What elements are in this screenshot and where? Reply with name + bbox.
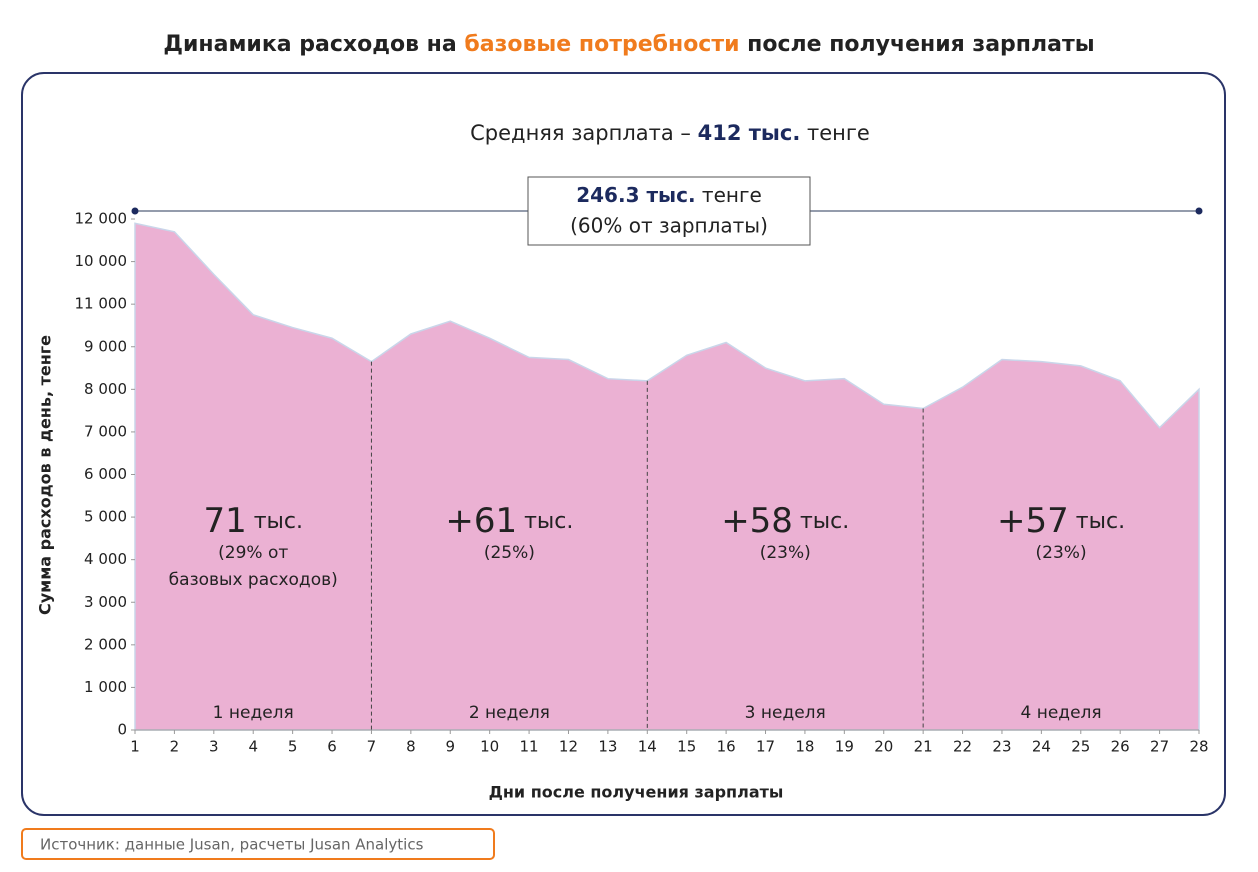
source-box: [21, 828, 495, 860]
week-total-value: 71: [203, 501, 246, 541]
week-share: (25%): [484, 543, 535, 563]
week-label: 3 неделя: [745, 703, 826, 723]
x-axis-label: Дни после получения зарплаты: [489, 783, 784, 802]
title-part: базовые потребности: [464, 32, 739, 57]
x-tick-label: 11: [520, 738, 539, 756]
week-total: +61 тыс.: [445, 501, 573, 541]
week-label: 4 неделя: [1021, 703, 1102, 723]
week-total-value: +58: [721, 501, 793, 541]
week-share: (23%): [760, 543, 811, 563]
x-tick-label: 28: [1189, 738, 1208, 756]
x-tick-label: 21: [914, 738, 933, 756]
x-tick-label: 16: [717, 738, 736, 756]
subtitle-part: Средняя зарплата –: [470, 121, 697, 145]
x-tick-label: 10: [480, 738, 499, 756]
week-label: 2 неделя: [469, 703, 550, 723]
x-tick-label: 1: [130, 738, 140, 756]
y-tick-label: 10 000: [75, 252, 128, 270]
y-tick-label: 5 000: [84, 508, 127, 526]
week-total-unit: тыс.: [1069, 509, 1125, 534]
bracket-dot: [1195, 207, 1203, 215]
x-tick-label: 7: [367, 738, 377, 756]
y-tick-label: 6 000: [84, 465, 127, 483]
callout-unit: тенге: [696, 183, 762, 207]
subtitle: Средняя зарплата – 412 тыс. тенге: [470, 121, 870, 145]
source: Источник: данные Jusan, расчеты Jusan An…: [40, 836, 424, 854]
x-tick-label: 27: [1150, 738, 1169, 756]
x-tick-label: 13: [598, 738, 617, 756]
x-tick-label: 25: [1071, 738, 1090, 756]
x-tick-label: 26: [1111, 738, 1130, 756]
y-tick-label: 7 000: [84, 422, 127, 440]
title-part: Динамика расходов на: [163, 32, 464, 57]
x-tick-label: 19: [835, 738, 854, 756]
week-total: 71 тыс.: [203, 501, 303, 541]
week-total-unit: тыс.: [793, 509, 849, 534]
x-tick-label: 15: [677, 738, 696, 756]
x-tick-label: 3: [209, 738, 219, 756]
week-total-value: +61: [445, 501, 517, 541]
week-total: +57 тыс.: [997, 501, 1125, 541]
callout-value: 246.3 тыс.: [576, 183, 695, 207]
x-tick-label: 23: [992, 738, 1011, 756]
x-tick-label: 24: [1032, 738, 1051, 756]
x-tick-label: 2: [170, 738, 180, 756]
x-tick-label: 4: [248, 738, 258, 756]
y-tick-label: 4 000: [84, 550, 127, 568]
week-total-unit: тыс.: [517, 509, 573, 534]
week-total-unit: тыс.: [247, 509, 303, 534]
card: [21, 72, 1226, 816]
week-share: (29% от: [218, 543, 288, 563]
subtitle-part: 412 тыс.: [698, 121, 801, 145]
area: [134, 222, 1200, 731]
y-tick-label: 3 000: [84, 593, 127, 611]
x-tick-label: 5: [288, 738, 298, 756]
x-tick-label: 17: [756, 738, 775, 756]
bracket-dot: [131, 207, 139, 215]
x-tick-label: 6: [327, 738, 337, 756]
week-share: базовых расходов): [169, 570, 338, 590]
y-tick-label: 2 000: [84, 635, 127, 653]
x-tick-label: 20: [874, 738, 893, 756]
week-share: (23%): [1036, 543, 1087, 563]
y-tick-label: 12 000: [75, 210, 128, 228]
week-total: +58 тыс.: [721, 501, 849, 541]
y-tick-label: 9 000: [84, 337, 127, 355]
x-tick-label: 14: [638, 738, 657, 756]
x-tick-label: 12: [559, 738, 578, 756]
week-total-value: +57: [997, 501, 1069, 541]
y-tick-label: 1 000: [84, 678, 127, 696]
x-tick-label: 9: [445, 738, 455, 756]
y-tick-label: 11 000: [75, 295, 128, 313]
callout-share: (60% от зарплаты): [570, 214, 768, 238]
y-tick-label: 8 000: [84, 380, 127, 398]
chart-title: Динамика расходов на базовые потребности…: [163, 32, 1094, 57]
y-axis-label: Сумма расходов в день, тенге: [36, 335, 55, 615]
subtitle-part: тенге: [800, 121, 870, 145]
x-tick-label: 22: [953, 738, 972, 756]
y-tick-label: 0: [117, 721, 127, 739]
x-tick-label: 18: [795, 738, 814, 756]
title-part: после получения зарплаты: [740, 32, 1095, 57]
x-tick-label: 8: [406, 738, 416, 756]
callout-box: [527, 176, 811, 246]
week-label: 1 неделя: [213, 703, 294, 723]
callout-amount: 246.3 тыс. тенге: [576, 183, 762, 207]
